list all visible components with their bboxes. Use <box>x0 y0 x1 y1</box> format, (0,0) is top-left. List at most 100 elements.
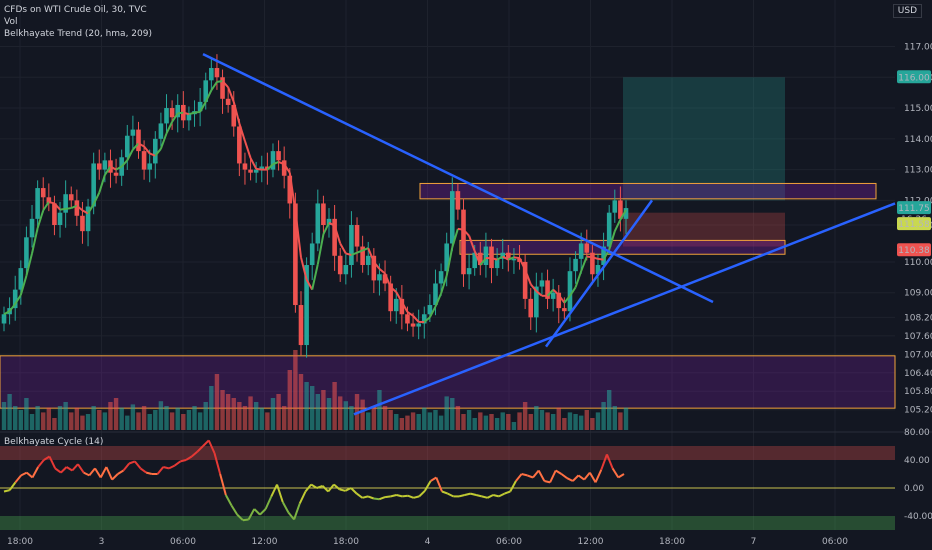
trend-segment <box>322 222 330 235</box>
candle <box>416 323 421 327</box>
candle <box>343 265 349 275</box>
candle <box>567 271 573 312</box>
candle <box>371 255 377 281</box>
volume-bar <box>483 415 489 430</box>
trend-segment <box>473 250 482 266</box>
trend-segment <box>87 203 95 214</box>
cycle-segment <box>606 454 614 469</box>
candle <box>466 268 472 275</box>
cycle-segment <box>532 469 540 479</box>
price-axis-label: 114.00 <box>904 135 932 145</box>
candle <box>24 237 29 269</box>
candle <box>337 255 343 275</box>
cycle-segment <box>213 452 222 475</box>
cycle-segment <box>402 494 408 498</box>
candle <box>444 243 449 272</box>
cycle-segment <box>424 480 432 492</box>
candle <box>158 123 164 139</box>
volume-bar <box>377 390 382 430</box>
volume-bar <box>13 406 18 430</box>
resistance-zone <box>419 182 877 200</box>
candle <box>91 163 96 207</box>
trend-segment <box>92 192 101 205</box>
cycle-segment <box>464 492 471 496</box>
price-axis-label: 106.40 <box>904 369 932 379</box>
candle <box>528 298 534 318</box>
cycle-segment <box>441 490 449 495</box>
candle <box>46 197 52 204</box>
trend-segment <box>294 211 302 258</box>
volume-bar <box>209 386 214 430</box>
trend-segment <box>305 279 314 291</box>
price-axis-label: 109.00 <box>904 289 932 299</box>
cycle-segment <box>71 463 79 472</box>
volume-bar <box>7 394 12 430</box>
volume-bar <box>265 412 270 430</box>
candle <box>63 194 68 213</box>
volume-bar <box>293 350 298 430</box>
cycle-segment <box>111 473 119 481</box>
candle <box>209 68 214 81</box>
cycle-segment <box>196 445 204 453</box>
time-axis-label: 7 <box>751 537 757 547</box>
volume-bar <box>29 414 35 430</box>
candle <box>35 188 40 219</box>
candle <box>421 314 427 324</box>
volume-bar <box>399 418 405 430</box>
candle <box>494 258 500 269</box>
cycle-segment <box>555 469 562 475</box>
trendline <box>353 202 896 416</box>
trend-segment <box>390 286 397 293</box>
trend-segment <box>171 112 179 123</box>
trend-segment <box>351 251 358 256</box>
volume-bar <box>91 406 96 430</box>
candle <box>304 265 309 346</box>
candle <box>573 258 578 272</box>
cycle-segment <box>407 494 414 499</box>
candle <box>522 261 528 299</box>
candle <box>298 305 304 346</box>
currency-badge[interactable]: USD <box>892 4 922 18</box>
candle <box>96 163 102 170</box>
volume-bar <box>517 412 522 430</box>
candle <box>40 188 46 198</box>
trend-segment <box>120 159 129 168</box>
volume-bar <box>349 406 354 430</box>
time-axis-label: 12:00 <box>578 537 604 547</box>
volume-bar <box>46 407 52 430</box>
candle <box>410 323 416 327</box>
trend-segment <box>434 293 443 307</box>
cycle-segment <box>356 492 363 499</box>
trend-segment <box>518 257 527 271</box>
cycle-segment <box>396 494 403 498</box>
volume-bar <box>181 414 186 430</box>
cycle-segment <box>566 477 574 482</box>
trend-segment <box>272 160 279 166</box>
volume-bar <box>478 412 483 430</box>
cycle-segment <box>298 491 307 504</box>
trend-segment <box>25 253 33 277</box>
volume-bar <box>595 412 601 430</box>
volume-bar <box>321 390 326 430</box>
volume-bar <box>410 412 416 430</box>
volume-bar <box>584 410 589 430</box>
candle <box>57 212 63 225</box>
volume-bar <box>63 402 68 430</box>
cycle-segment <box>88 467 96 477</box>
cycle-segment <box>458 494 465 498</box>
trend-segment <box>580 256 588 272</box>
volume-bar <box>304 382 309 430</box>
volume-bar <box>590 418 595 430</box>
candle <box>276 151 281 161</box>
volume-bar <box>298 374 304 430</box>
trend-segment <box>59 207 66 211</box>
volume-bar <box>253 402 259 430</box>
trend-segment <box>491 257 498 261</box>
cycle-segment <box>384 495 391 499</box>
trend-segment <box>98 174 106 193</box>
trend-segment <box>311 264 319 290</box>
trend-segment <box>48 200 55 205</box>
candle <box>478 252 483 266</box>
candle <box>259 166 265 170</box>
